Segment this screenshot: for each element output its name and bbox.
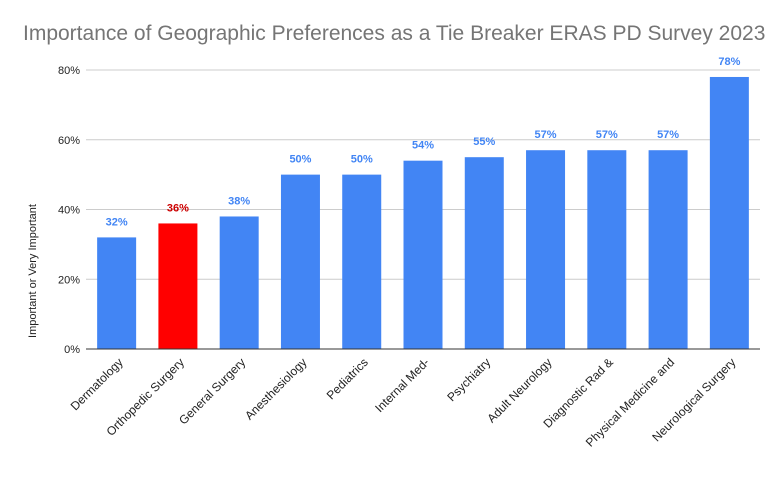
y-tick-label: 20%: [58, 274, 80, 286]
bar: [526, 150, 566, 349]
data-label: 57%: [657, 129, 679, 141]
bar: [342, 174, 382, 349]
chart-title: Importance of Geographic Preferences as …: [23, 22, 766, 45]
x-tick-label: Dermatology: [68, 355, 126, 413]
bar: [464, 157, 504, 349]
data-label: 57%: [535, 129, 557, 141]
data-label: 54%: [412, 140, 434, 152]
x-tick-label: Psychiatry: [444, 355, 493, 404]
data-label: 57%: [596, 129, 618, 141]
data-label: 36%: [167, 202, 189, 214]
y-tick-label: 40%: [58, 205, 80, 217]
bars: [97, 76, 749, 349]
data-label: 50%: [289, 154, 311, 166]
y-tick-label: 60%: [58, 135, 80, 147]
data-label: 50%: [351, 154, 373, 166]
data-label: 38%: [228, 195, 250, 207]
y-tick-label: 80%: [58, 65, 80, 77]
bar: [158, 223, 198, 349]
bar: [280, 174, 320, 349]
x-tick-label: Internal Med-: [372, 355, 432, 415]
y-axis-title: Important or Very Important: [27, 204, 39, 338]
data-label: 55%: [473, 136, 495, 148]
x-tick-label: Pediatrics: [324, 355, 371, 402]
x-tick-label: Anesthesiology: [242, 355, 309, 422]
bar: [709, 76, 749, 349]
x-tick-label: General Surgery: [176, 355, 248, 427]
bar: [97, 237, 137, 349]
bar: [648, 150, 688, 349]
bar: [403, 160, 443, 349]
bar: [587, 150, 627, 349]
bar: [219, 216, 259, 349]
y-tick-label: 0%: [64, 344, 80, 356]
x-tick-label: Adult Neurology: [484, 355, 554, 425]
data-label: 32%: [106, 216, 128, 228]
data-label: 78%: [718, 56, 740, 68]
